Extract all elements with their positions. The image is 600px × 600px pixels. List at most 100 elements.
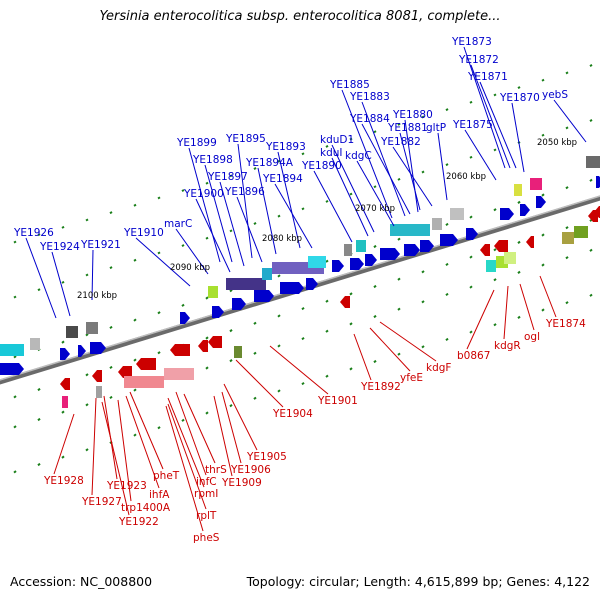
grid-tick-mark (85, 403, 89, 407)
grid-tick-mark (181, 244, 185, 248)
grid-tick-mark (205, 411, 209, 415)
grid-tick-mark (397, 277, 401, 281)
gene-label-reverse: kdgR (494, 340, 521, 352)
feature-block (308, 256, 326, 268)
grid-tick-mark (589, 293, 593, 297)
grid-tick-mark (397, 352, 401, 356)
grid-tick-mark (133, 258, 137, 262)
gene-label-forward: YE1881 (387, 122, 428, 134)
grid-tick-mark (133, 388, 137, 392)
grid-tick-mark (421, 115, 425, 119)
gene-label-forward: kduI (320, 147, 343, 159)
gene-label-forward: YE1926 (13, 227, 54, 239)
grid-tick-mark (205, 236, 209, 240)
leader-line-reverse (223, 383, 258, 451)
forward-gene-arrow (78, 345, 86, 357)
leader-line-reverse (167, 397, 205, 488)
gene-label-forward: YE1894 (262, 173, 303, 185)
forward-gene-arrow (232, 298, 246, 310)
grid-tick-mark (397, 307, 401, 311)
reverse-gene-arrow (118, 366, 132, 378)
reverse-gene-arrow (170, 344, 190, 356)
gene-label-forward: YE1884 (349, 113, 390, 125)
leader-line-reverse (379, 321, 437, 362)
gene-label-forward: YE1898 (192, 154, 233, 166)
leader-line-reverse (53, 413, 75, 475)
grid-tick-mark (325, 329, 329, 333)
grid-tick-mark (253, 167, 257, 170)
forward-gene-arrow (280, 282, 304, 294)
leader-line-forward (437, 132, 448, 201)
leader-line-forward (553, 99, 587, 143)
grid-tick-mark (565, 71, 569, 75)
leader-line-reverse (353, 333, 372, 381)
map-title: Yersinia enterocolitica subsp. enterocol… (99, 9, 501, 24)
grid-tick-mark (205, 296, 209, 300)
grid-tick-mark (565, 186, 569, 190)
grid-tick-mark (517, 200, 521, 204)
grid-tick-mark (421, 170, 425, 174)
grid-tick-mark (325, 259, 329, 263)
grid-tick-mark (469, 155, 473, 159)
leader-line-forward (479, 81, 517, 169)
grid-tick-mark (109, 266, 113, 270)
grid-tick-mark (589, 248, 593, 252)
leader-line-forward (237, 143, 253, 259)
grid-tick-mark (373, 244, 377, 249)
grid-tick-mark (493, 248, 497, 252)
grid-tick-mark (85, 333, 89, 337)
gene-label-forward: gltP (426, 122, 446, 134)
grid-tick-mark (13, 355, 17, 359)
leader-line-forward (274, 183, 313, 249)
leader-line-forward (341, 89, 393, 219)
grid-tick-mark (397, 177, 401, 181)
gene-label-forward: YE1893 (265, 141, 306, 153)
reverse-gene-arrow (340, 296, 350, 308)
grid-tick-mark (541, 78, 545, 82)
leader-line-forward (331, 144, 375, 233)
gene-label-forward: YE1896 (224, 186, 265, 198)
grid-tick-mark (277, 214, 281, 218)
gene-label-reverse: YE1927 (81, 496, 122, 508)
grid-tick-mark (37, 462, 41, 467)
grid-tick-mark (565, 256, 569, 260)
grid-tick-mark (325, 199, 329, 203)
gene-label-reverse: YE1892 (360, 381, 401, 393)
forward-gene-arrow (332, 260, 344, 272)
forward-gene-arrow (212, 306, 224, 318)
gene-label-forward: YE1924 (39, 241, 80, 253)
feature-block (226, 278, 266, 290)
grid-tick-mark (61, 340, 65, 344)
grid-tick-mark (13, 240, 17, 244)
feature-block (234, 346, 242, 358)
leader-line-reverse (175, 391, 207, 476)
leader-line-forward (356, 160, 395, 227)
gene-label-reverse: infC (196, 476, 217, 488)
gene-label-forward: marC (164, 218, 192, 230)
grid-tick-mark (229, 289, 233, 293)
kbp-tick-label: 2100 kbp (77, 291, 117, 301)
leader-line-forward (470, 64, 511, 169)
grid-tick-mark (157, 311, 161, 315)
feature-block (62, 396, 68, 408)
grid-tick-mark (181, 418, 185, 422)
grid-tick-mark (445, 292, 449, 297)
gene-label-reverse: thrS (205, 464, 227, 476)
reverse-gene-arrow (60, 378, 70, 390)
feature-block (262, 268, 272, 280)
leader-line-forward (392, 146, 433, 207)
accession-text: Accession: NC_008800 (10, 574, 153, 589)
leader-line-forward (361, 101, 406, 217)
feature-block (574, 226, 588, 238)
leader-line-forward (91, 249, 94, 301)
grid-tick-mark (517, 86, 521, 90)
gene-label-forward: YE1897 (207, 171, 248, 183)
gene-label-reverse: YE1928 (43, 475, 84, 487)
forward-gene-arrow (520, 204, 530, 216)
grid-tick-mark (349, 292, 353, 296)
forward-gene-arrow (254, 290, 274, 302)
reverse-gene-arrow (526, 236, 534, 248)
leader-line-forward (313, 170, 353, 243)
kbp-tick-labels: 2050 kbp 2060 kbp 2070 kbp 2080 kbp 2090 kbp… (77, 138, 577, 301)
